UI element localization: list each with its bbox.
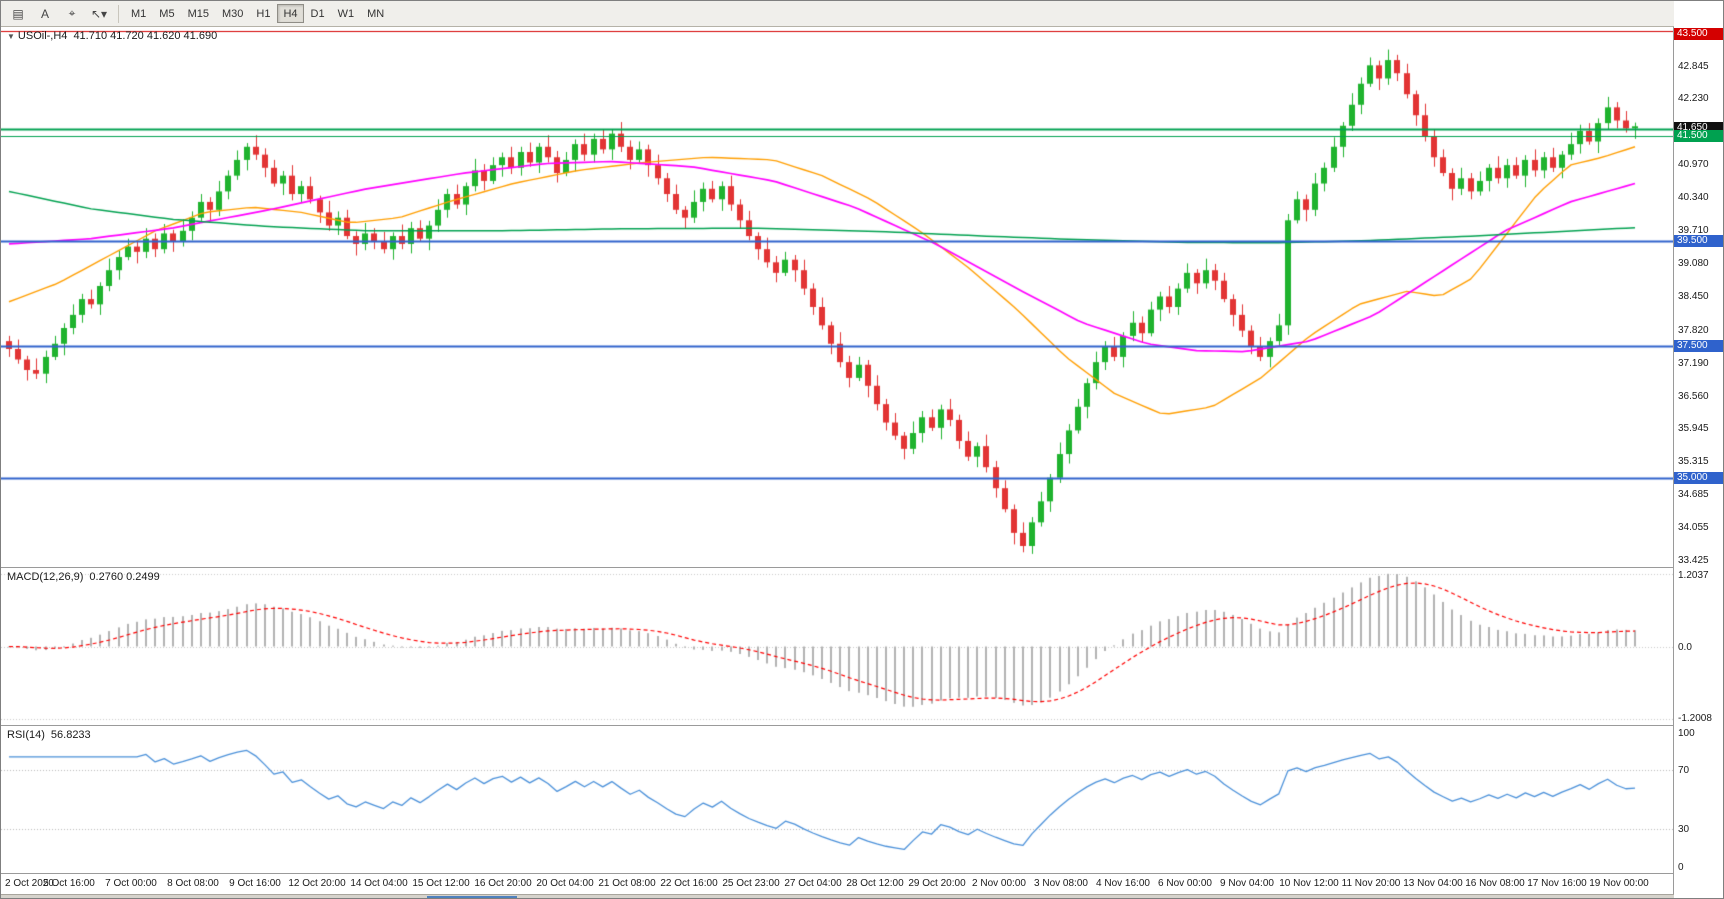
price-tick-label: 34.055 [1678, 522, 1709, 534]
timeframe-button-w1[interactable]: W1 [337, 7, 355, 20]
date-label: 2 Oct 2020 [5, 878, 54, 889]
pane-separator[interactable] [1, 725, 1723, 726]
scale-separator [1673, 27, 1674, 894]
toolbar-separator [118, 4, 119, 23]
chart-header: ▼ USOil-,H4 41.710 41.720 41.620 41.690 [7, 30, 217, 42]
date-label: 5 Oct 16:00 [43, 878, 95, 889]
date-label: 8 Oct 08:00 [167, 878, 219, 889]
price-tick-label: 42.230 [1678, 92, 1709, 104]
timeframe-button-h4[interactable]: H4 [277, 4, 304, 23]
price-scale[interactable]: 42.845 42.230 40.970 40.340 39.710 39.080 38.4… [1674, 1, 1723, 898]
rsi-pane: RSI(14) 56.8233 [1, 726, 1673, 873]
date-label: 27 Oct 04:00 [784, 878, 842, 889]
macd-canvas[interactable] [1, 568, 1673, 725]
date-label: 14 Oct 04:00 [350, 878, 408, 889]
timeframe-button-mn[interactable]: MN [367, 7, 385, 20]
price-badge-support-line[interactable]: 35.000 [1674, 471, 1723, 484]
date-label: 12 Oct 20:00 [288, 878, 346, 889]
price-tick-label: 39.080 [1678, 258, 1709, 270]
date-label: 28 Oct 12:00 [846, 878, 904, 889]
price-tick-label: 42.845 [1678, 60, 1709, 72]
date-label: 2 Nov 00:00 [972, 878, 1026, 889]
timeframe-button-m15[interactable]: M15 [187, 7, 209, 20]
date-label: 15 Oct 12:00 [412, 878, 470, 889]
date-label: 9 Oct 16:00 [229, 878, 281, 889]
text-label-icon[interactable]: A [40, 6, 49, 21]
time-axis[interactable]: 2 Oct 2020 5 Oct 16:00 7 Oct 00:00 8 Oct 08… [1, 874, 1673, 894]
macd-pane: MACD(12,26,9) 0.2760 0.2499 [1, 568, 1673, 725]
date-label: 16 Oct 20:00 [474, 878, 532, 889]
date-label: 20 Oct 04:00 [536, 878, 594, 889]
rsi-scale-label: 70 [1678, 765, 1690, 777]
price-badge-resistance-line[interactable]: 43.500 [1674, 28, 1723, 40]
chart-ohlc: 41.710 41.720 41.620 41.690 [73, 30, 218, 42]
date-label: 25 Oct 23:00 [722, 878, 780, 889]
price-tick-label: 38.450 [1678, 291, 1709, 303]
active-tab-indicator [427, 896, 517, 898]
date-label: 29 Oct 20:00 [908, 878, 966, 889]
chart-toolbar: ▤ A ⌖ ↖▾ M1 M5 M15 M30 H1 H4 D1 W1 MN [1, 1, 1723, 27]
date-label: 11 Nov 20:00 [1341, 878, 1401, 889]
date-label: 19 Nov 00:00 [1589, 878, 1649, 889]
timeframe-button-m1[interactable]: M1 [131, 7, 147, 20]
price-tick-label: 39.710 [1678, 225, 1709, 237]
macd-values: 0.2760 0.2499 [89, 571, 160, 583]
macd-header: MACD(12,26,9) 0.2760 0.2499 [7, 571, 160, 583]
chart-grid-icon[interactable]: ▤ [12, 6, 24, 21]
price-tick-label: 37.820 [1678, 324, 1709, 336]
macd-label: MACD(12,26,9) [7, 571, 84, 583]
date-label: 21 Oct 08:00 [598, 878, 656, 889]
date-label: 7 Oct 00:00 [105, 878, 157, 889]
chart-title: USOil-,H4 [17, 30, 68, 42]
date-label: 13 Nov 04:00 [1403, 878, 1463, 889]
macd-scale-label: 1.2037 [1678, 570, 1709, 581]
rsi-label: RSI(14) [7, 729, 45, 741]
date-label: 22 Oct 16:00 [660, 878, 718, 889]
price-tick-label: 40.340 [1678, 192, 1709, 204]
rsi-value: 56.8233 [50, 729, 91, 741]
date-label: 9 Nov 04:00 [1220, 878, 1274, 889]
main-chart-pane: ▼ USOil-,H4 41.710 41.720 41.620 41.690 [1, 27, 1673, 567]
date-label: 10 Nov 12:00 [1279, 878, 1339, 889]
price-tick-label: 34.685 [1678, 489, 1709, 501]
crosshair-icon[interactable]: ⌖ [68, 6, 76, 20]
price-tick-label: 36.560 [1678, 390, 1709, 402]
price-tick-label: 37.190 [1678, 357, 1709, 369]
macd-scale-label: 0.0 [1678, 641, 1692, 653]
timeframe-button-m5[interactable]: M5 [159, 7, 175, 20]
price-badge-support-line[interactable]: 37.500 [1674, 340, 1723, 353]
date-label: 16 Nov 08:00 [1465, 878, 1525, 889]
price-tick-label: 35.315 [1678, 456, 1709, 468]
price-tick-label: 40.970 [1678, 159, 1709, 171]
date-label: 17 Nov 16:00 [1527, 878, 1587, 889]
rsi-canvas[interactable] [1, 726, 1673, 873]
cursor-dropdown-icon[interactable]: ↖▾ [90, 6, 108, 21]
pane-separator[interactable] [1, 873, 1723, 874]
date-label: 3 Nov 08:00 [1034, 878, 1088, 889]
date-label: 4 Nov 16:00 [1096, 878, 1150, 889]
price-badge-support-line[interactable]: 41.500 [1674, 130, 1723, 143]
price-tick-label: 35.945 [1678, 423, 1709, 435]
rsi-header: RSI(14) 56.8233 [7, 729, 91, 741]
price-badge-support-line[interactable]: 39.500 [1674, 235, 1723, 248]
macd-scale-label: -1.2008 [1678, 713, 1712, 724]
rsi-scale-label: 100 [1678, 728, 1695, 739]
timeframe-button-d1[interactable]: D1 [310, 7, 325, 20]
date-label: 6 Nov 00:00 [1158, 878, 1212, 889]
rsi-scale-label: 30 [1678, 823, 1690, 835]
rsi-scale-label: 0 [1678, 862, 1684, 873]
pane-separator[interactable] [1, 567, 1723, 568]
main-chart-canvas[interactable] [1, 27, 1673, 567]
bottom-tab-strip[interactable] [1, 894, 1723, 898]
timeframe-button-h1[interactable]: H1 [256, 7, 271, 20]
timeframe-button-m30[interactable]: M30 [221, 7, 244, 20]
price-tick-label: 33.425 [1678, 555, 1709, 567]
collapse-icon[interactable]: ▼ [7, 32, 15, 41]
